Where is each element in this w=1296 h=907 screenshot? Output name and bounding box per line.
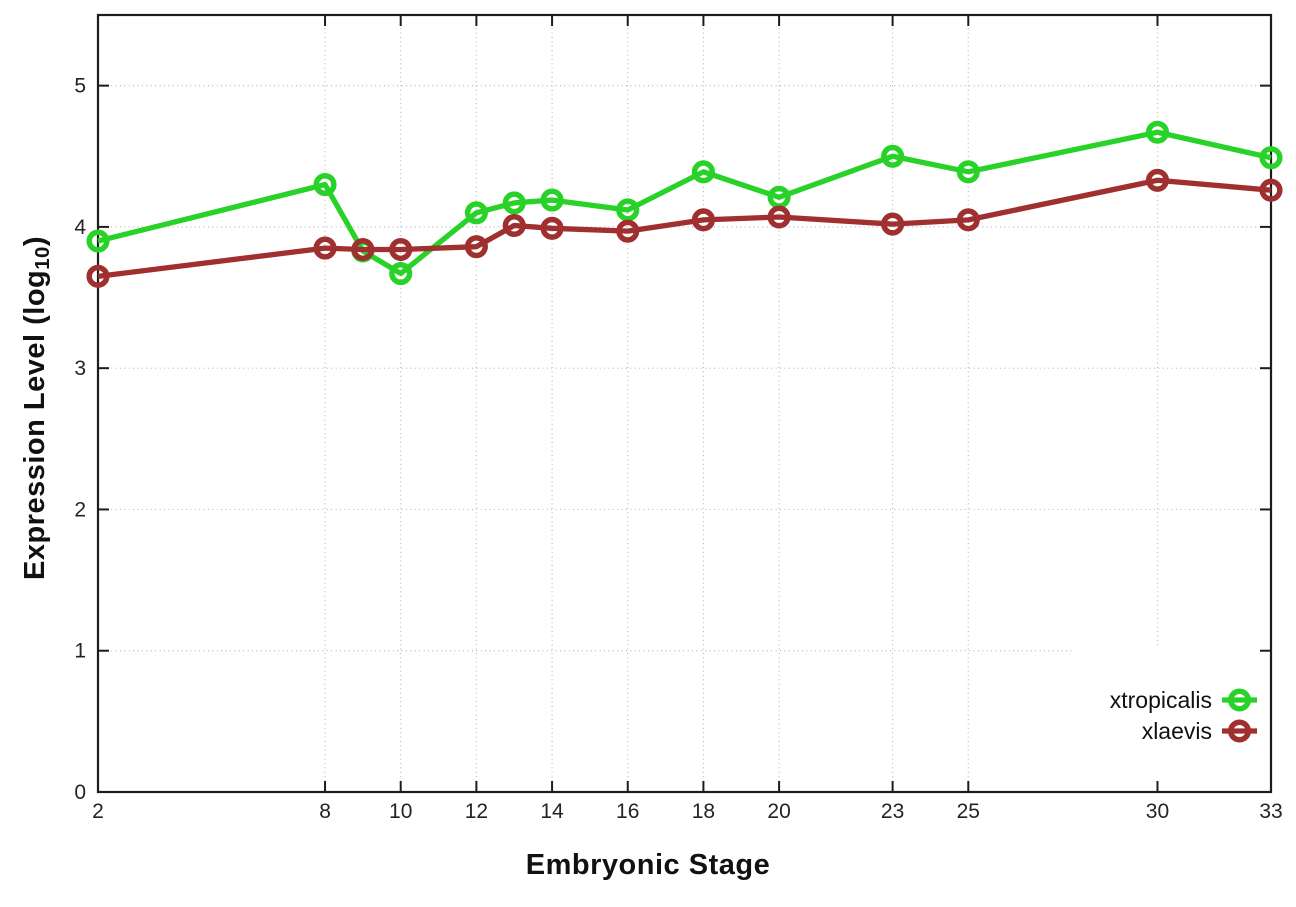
x-tick-label: 20 — [767, 800, 790, 823]
legend-label-xtropicalis: xtropicalis — [1110, 687, 1212, 713]
legend-marker-xtropicalis — [1227, 688, 1252, 712]
y-axis-title-subscript: 10 — [32, 246, 54, 270]
x-tick-label: 16 — [616, 800, 639, 823]
y-tick-label: 4 — [74, 216, 86, 239]
y-axis-title-prefix: Expression Level (log — [19, 269, 51, 580]
plot-border — [96, 13, 1273, 794]
y-tick-label: 0 — [74, 781, 86, 804]
data-point-xlaevis — [464, 235, 488, 259]
data-point-xtropicalis — [881, 144, 905, 168]
y-tick-label: 3 — [74, 357, 86, 380]
y-tick-label: 2 — [74, 498, 86, 521]
data-point-xtropicalis — [691, 160, 715, 184]
data-point-xtropicalis — [464, 201, 488, 225]
data-point-xlaevis — [540, 216, 564, 240]
x-tick-label: 12 — [465, 800, 488, 823]
y-axis-title: Expression Level (log10) — [19, 236, 55, 580]
x-axis-title: Embryonic Stage — [525, 849, 771, 881]
data-point-xlaevis — [1259, 178, 1283, 202]
legend-marker-xlaevis — [1227, 719, 1252, 743]
data-point-xtropicalis — [1259, 146, 1283, 170]
data-point-xlaevis — [616, 219, 640, 243]
data-point-xtropicalis — [616, 198, 640, 222]
x-tick-label: 10 — [389, 800, 412, 823]
data-point-xtropicalis — [502, 191, 526, 215]
x-tick-label: 25 — [957, 800, 980, 823]
data-point-xlaevis — [313, 236, 337, 260]
legend-background — [1073, 646, 1269, 782]
data-point-xtropicalis — [86, 229, 110, 253]
y-tick-label: 1 — [74, 640, 86, 663]
data-point-xtropicalis — [956, 160, 980, 184]
data-point-xlaevis — [389, 237, 413, 262]
y-axis-title-suffix: ) — [19, 236, 51, 247]
y-tick-label: 5 — [74, 75, 86, 98]
x-tick-label: 23 — [881, 800, 904, 823]
data-point-xlaevis — [1145, 168, 1170, 192]
x-tick-label: 18 — [692, 800, 715, 823]
x-tick-label: 30 — [1146, 800, 1169, 823]
data-point-xtropicalis — [540, 188, 564, 212]
data-point-xtropicalis — [389, 261, 413, 286]
data-point-xlaevis — [881, 212, 905, 236]
data-point-xlaevis — [767, 205, 791, 229]
x-tick-label: 8 — [319, 800, 331, 823]
x-tick-label: 14 — [540, 800, 564, 823]
data-point-xtropicalis — [313, 172, 337, 197]
x-tick-label: 33 — [1259, 800, 1282, 823]
data-point-xlaevis — [956, 208, 980, 232]
data-point-xlaevis — [86, 264, 110, 288]
data-point-xlaevis — [691, 208, 715, 232]
data-point-xlaevis — [502, 213, 526, 238]
data-point-xtropicalis — [1145, 120, 1170, 144]
data-point-xlaevis — [351, 237, 375, 262]
legend-label-xlaevis: xlaevis — [1142, 718, 1212, 744]
x-tick-label: 2 — [92, 800, 104, 823]
